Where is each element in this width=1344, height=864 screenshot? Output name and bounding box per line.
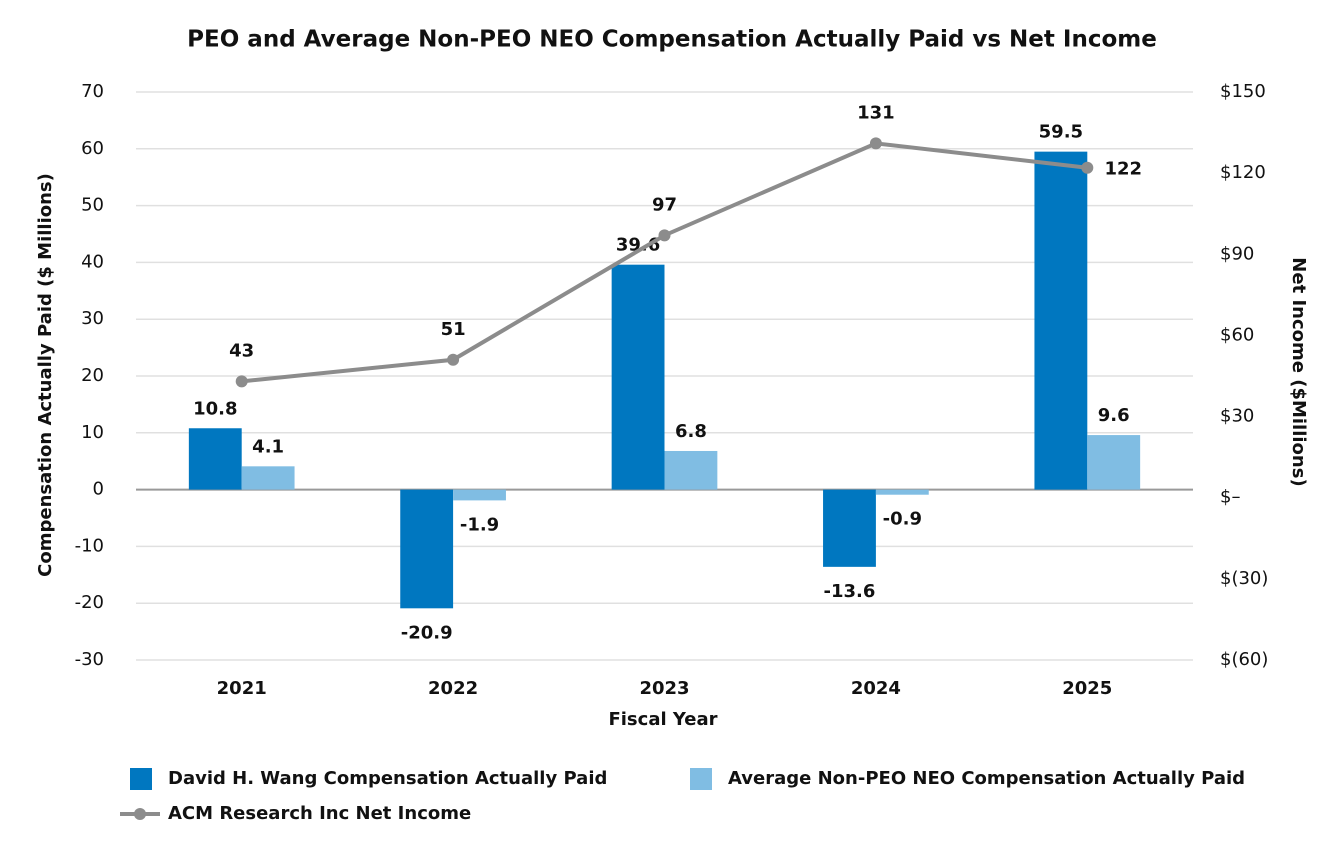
bar — [823, 489, 876, 567]
data-label: -1.9 — [460, 514, 499, 535]
x-tick-label: 2021 — [217, 678, 267, 699]
y-axis-title: Compensation Actually Paid ($ Millions) — [35, 173, 56, 577]
y-tick-label: -10 — [75, 535, 104, 556]
y2-axis-title: Net Income ($Millions) — [1288, 257, 1309, 486]
bar — [188, 428, 242, 490]
y2-tick-label: $120 — [1220, 162, 1266, 183]
y-tick-label: 50 — [81, 195, 104, 216]
line-marker — [658, 229, 671, 242]
legend-swatch — [690, 768, 712, 790]
data-label: 97 — [652, 194, 677, 215]
bar — [241, 466, 295, 490]
y2-tick-label: $(30) — [1220, 568, 1268, 589]
x-axis-title: Fiscal Year — [608, 709, 717, 730]
bar — [611, 264, 665, 490]
bar — [1087, 435, 1141, 490]
y2-tick-label: $– — [1220, 487, 1240, 508]
y2-tick-label: $90 — [1220, 243, 1254, 264]
legend-label: David H. Wang Compensation Actually Paid — [168, 768, 607, 789]
y2-tick-label: $60 — [1220, 324, 1254, 345]
legend-marker — [134, 808, 146, 820]
legend-swatch — [130, 768, 152, 790]
x-tick-label: 2025 — [1062, 678, 1112, 699]
bar — [453, 489, 506, 501]
legend-label: ACM Research Inc Net Income — [168, 803, 471, 824]
data-label: -13.6 — [824, 581, 876, 602]
bar — [1034, 151, 1088, 490]
y2-tick-label: $(60) — [1220, 649, 1268, 670]
legend-label: Average Non-PEO NEO Compensation Actuall… — [728, 768, 1245, 789]
x-tick-label: 2023 — [639, 678, 689, 699]
data-label: 51 — [441, 319, 466, 340]
y-tick-label: 40 — [81, 251, 104, 272]
data-label: 10.8 — [193, 398, 237, 419]
line-marker — [447, 353, 460, 366]
y-tick-label: 30 — [81, 308, 104, 329]
data-label: -20.9 — [401, 622, 453, 643]
data-label: 6.8 — [675, 421, 707, 442]
line-marker — [1081, 161, 1094, 174]
y-tick-label: 10 — [81, 422, 104, 443]
data-label: 4.1 — [252, 436, 284, 457]
data-label: 131 — [857, 102, 895, 123]
data-label: 9.6 — [1098, 405, 1130, 426]
bar — [664, 450, 718, 490]
data-label: 59.5 — [1039, 122, 1083, 143]
data-label: -0.9 — [883, 509, 922, 530]
x-tick-label: 2022 — [428, 678, 478, 699]
line-marker — [235, 375, 248, 388]
x-tick-label: 2024 — [851, 678, 901, 699]
data-label: 43 — [229, 340, 254, 361]
y2-tick-label: $30 — [1220, 406, 1254, 427]
y2-tick-label: $150 — [1220, 81, 1266, 102]
data-label: 39.6 — [616, 235, 660, 256]
data-label: 122 — [1105, 159, 1143, 180]
y-tick-label: 0 — [93, 479, 104, 500]
bar — [875, 489, 929, 495]
y-tick-label: -20 — [75, 592, 104, 613]
y-tick-label: 70 — [81, 81, 104, 102]
bar — [400, 489, 454, 609]
y-tick-label: 60 — [81, 138, 104, 159]
y-tick-label: 20 — [81, 365, 104, 386]
line-marker — [869, 137, 882, 150]
chart-title: PEO and Average Non-PEO NEO Compensation… — [187, 27, 1157, 53]
y-tick-label: -30 — [75, 649, 104, 670]
